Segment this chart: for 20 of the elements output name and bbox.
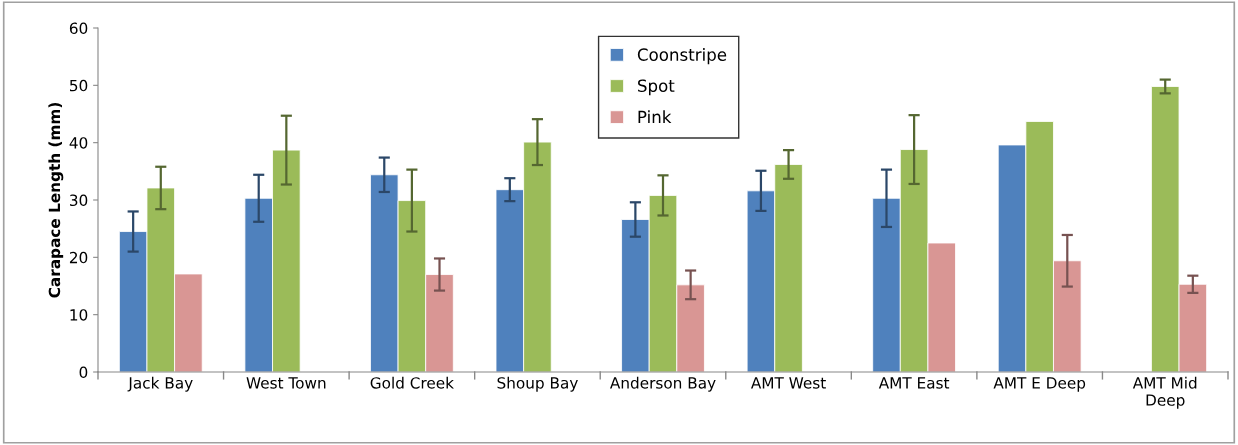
x-tick-label: AMT West bbox=[750, 377, 826, 389]
x-tick-label: Jack Bay bbox=[127, 376, 193, 392]
y-tick-label: 30 bbox=[70, 194, 88, 207]
x-tick-label: Shoup Bay bbox=[497, 376, 578, 392]
x-tick-label: AMT Mid Deep bbox=[1132, 376, 1197, 409]
x-tick-label: AMT E Deep bbox=[993, 377, 1086, 392]
y-tick-label: 10 bbox=[70, 309, 88, 321]
legend-label: Pink bbox=[638, 110, 672, 123]
x-tick-label: Anderson Bay bbox=[610, 376, 716, 392]
legend-label: Spot bbox=[638, 79, 675, 96]
legend-label: Coonstripe bbox=[637, 48, 727, 65]
y-tick-label: 60 bbox=[69, 22, 88, 35]
y-tick-label: 50 bbox=[70, 79, 88, 92]
x-tick-label: AMT East bbox=[878, 377, 950, 389]
y-tick-label: 0 bbox=[79, 366, 88, 379]
y-tick-label: 40 bbox=[69, 137, 88, 149]
x-tick-label: West Town bbox=[246, 377, 326, 389]
y-tick-label: 20 bbox=[69, 251, 88, 264]
x-tick-label: Gold Creek bbox=[370, 376, 454, 389]
y-axis-title: Carapace Length (mm) bbox=[48, 103, 64, 298]
